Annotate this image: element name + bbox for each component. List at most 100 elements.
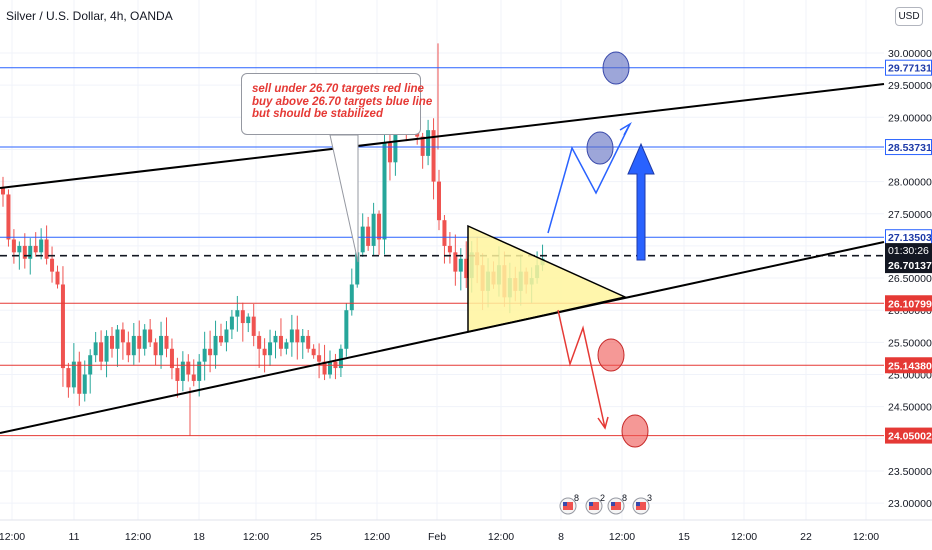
candle-body (131, 335, 136, 356)
candle-body (115, 329, 120, 349)
candle-body (262, 348, 267, 356)
current-price-label: 26.70137 (888, 260, 932, 272)
candle-body (180, 361, 185, 381)
current-price-badge-bg (885, 243, 932, 274)
candle-body (360, 226, 365, 253)
candle-body (82, 374, 87, 394)
blue-level-price-badge: 29.77131 (888, 63, 932, 75)
time-tick-label: 12:00 (243, 531, 269, 543)
price-tick-label: 23.50000 (888, 466, 932, 478)
candle-body (169, 348, 174, 369)
candle-body (371, 213, 376, 246)
flag-icon-canton (589, 502, 593, 506)
candle-body (257, 335, 262, 349)
candle-body (284, 342, 289, 349)
candle-body (44, 239, 49, 259)
candle-body (382, 143, 387, 240)
red-level-price-badge: 26.10799 (888, 298, 932, 310)
candle-body (22, 245, 27, 259)
candle-body (164, 335, 169, 349)
candle-body (366, 226, 371, 246)
candle-body (66, 368, 71, 388)
time-tick-label: 25 (310, 531, 322, 543)
candle-body (77, 361, 82, 394)
candle-body (1, 188, 5, 195)
price-tick-label: 29.50000 (888, 80, 932, 92)
candle-body (153, 342, 158, 356)
candle-body (447, 245, 452, 253)
annotation-line: sell under 26.70 targets red line (252, 83, 424, 95)
bearish-projection-path (557, 309, 606, 429)
event-badge: 8 (559, 493, 579, 515)
candle-body (208, 348, 213, 356)
red-level-price-badge-bg (885, 357, 932, 374)
candle-body (442, 220, 447, 246)
red-level-price-badge-bg (885, 427, 932, 444)
candle-body (393, 123, 398, 163)
candle-body (420, 136, 425, 156)
annotation-callout: sell under 26.70 targets red line buy ab… (241, 73, 432, 135)
candle-body (235, 310, 240, 317)
currency-button[interactable]: USD (895, 7, 923, 26)
candle-body (142, 329, 147, 349)
candle-body (33, 245, 38, 253)
lower-trendline (0, 241, 885, 434)
candle-body (306, 335, 311, 349)
candle-body (175, 368, 180, 381)
candle-body (229, 316, 234, 330)
candle-body (219, 335, 223, 343)
candle-body (148, 329, 153, 343)
time-tick-label: 12:00 (0, 531, 25, 543)
bullish-projection-path (547, 123, 631, 234)
candle-body (55, 271, 60, 285)
time-tick-label: 8 (558, 531, 564, 543)
time-tick-label: 22 (800, 531, 812, 543)
candle-body (120, 329, 125, 343)
flag-icon-canton (611, 502, 615, 506)
time-tick-label: Feb (428, 531, 446, 543)
candle-body (191, 374, 196, 381)
candle-body (377, 213, 382, 240)
event-badge-count: 3 (647, 493, 652, 503)
candle-body (426, 130, 431, 156)
time-tick-label: 12:00 (125, 531, 151, 543)
price-tick-label: 23.00000 (888, 498, 932, 510)
price-tick-label: 27.50000 (888, 209, 932, 221)
candle-body (251, 316, 256, 336)
red-level-price-badge: 25.14380 (888, 360, 932, 372)
flag-icon-canton (636, 502, 640, 506)
candle-body (317, 355, 322, 362)
time-tick-label: 18 (193, 531, 205, 543)
event-badge: 3 (632, 493, 652, 515)
candle-body (458, 258, 463, 272)
candle-body (240, 310, 245, 324)
event-badge-count: 2 (600, 493, 605, 503)
candle-body (278, 335, 283, 349)
drawings: 8 2 8 3 (0, 51, 885, 515)
candle-body (186, 361, 191, 375)
flag-icon-stripes (636, 502, 646, 510)
candle-body (328, 361, 332, 375)
flag-icon-stripes (563, 502, 573, 510)
candle-body (202, 348, 207, 362)
time-tick-label: 12:00 (853, 531, 879, 543)
callout-pointer (329, 134, 359, 263)
blue-level-price-badge: 27.13503 (888, 232, 932, 244)
bearish-projection-arrowhead (597, 416, 609, 430)
red-level-price-badge: 24.05002 (888, 431, 932, 443)
time-tick-label: 11 (69, 531, 80, 543)
time-tick-label: 15 (678, 531, 690, 543)
blue-level-price-badge-bg (885, 229, 932, 246)
candle-body (273, 335, 278, 343)
event-badge: 8 (607, 493, 627, 515)
buy-arrow (627, 142, 655, 261)
target-circle (621, 414, 649, 448)
upper-trendline (0, 83, 885, 189)
candle-body (71, 361, 76, 388)
candle-body (300, 335, 305, 343)
flag-icon-stripes (589, 502, 599, 510)
price-tick-label: 28.00000 (888, 177, 932, 189)
price-tick-label: 30.00000 (888, 48, 932, 60)
candle-body (344, 310, 349, 349)
